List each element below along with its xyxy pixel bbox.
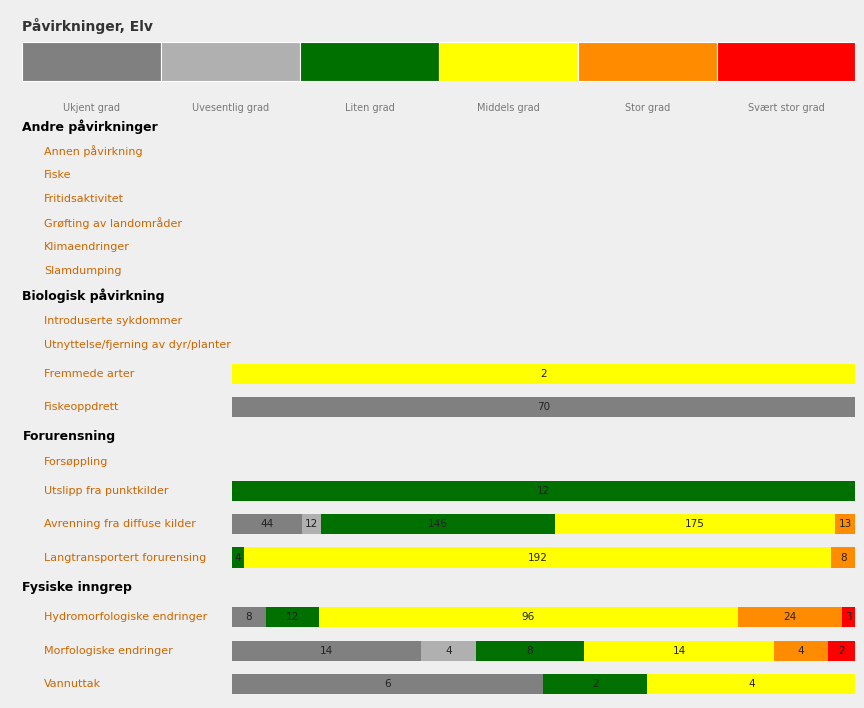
Text: 12: 12 [305, 519, 318, 529]
Bar [321, 514, 555, 535]
Text: 6: 6 [384, 679, 391, 689]
Text: Biologisk påvirkning: Biologisk påvirkning [22, 289, 165, 303]
Bar [476, 641, 584, 661]
Bar [831, 547, 855, 568]
Text: Avrenning fra diffuse kilder: Avrenning fra diffuse kilder [44, 519, 196, 529]
Bar [232, 363, 855, 384]
Text: Liten grad: Liten grad [345, 103, 394, 113]
Text: 70: 70 [537, 402, 550, 412]
Bar [835, 514, 855, 535]
Bar [647, 674, 855, 695]
Bar [232, 607, 266, 627]
Bar [266, 607, 319, 627]
Text: Fiskeoppdrett: Fiskeoppdrett [44, 402, 119, 412]
Bar [842, 607, 855, 627]
Bar [232, 481, 855, 501]
Text: Slamdumping: Slamdumping [44, 266, 122, 276]
Bar [578, 42, 716, 81]
Text: Hydromorfologiske endringer: Hydromorfologiske endringer [44, 612, 207, 622]
Bar [439, 42, 578, 81]
Bar [829, 641, 855, 661]
Bar [422, 641, 476, 661]
Bar [319, 607, 738, 627]
Text: 175: 175 [684, 519, 704, 529]
Text: 2: 2 [540, 369, 547, 379]
Text: Utslipp fra punktkilder: Utslipp fra punktkilder [44, 486, 168, 496]
Bar [738, 607, 842, 627]
Bar [302, 514, 321, 535]
Text: 14: 14 [672, 646, 686, 656]
Bar [232, 674, 543, 695]
Text: Forurensning: Forurensning [22, 430, 116, 443]
Text: Fritidsaktivitet: Fritidsaktivitet [44, 194, 124, 205]
Text: Andre påvirkninger: Andre påvirkninger [22, 119, 158, 134]
Bar [543, 674, 647, 695]
Bar [244, 547, 831, 568]
Text: 96: 96 [522, 612, 535, 622]
Bar [232, 397, 855, 417]
Text: Klimaendringer: Klimaendringer [44, 242, 130, 252]
Text: 192: 192 [527, 552, 547, 563]
Bar [716, 42, 855, 81]
Text: 8: 8 [245, 612, 252, 622]
Text: 8: 8 [840, 552, 847, 563]
Text: 24: 24 [784, 612, 797, 622]
Bar [774, 641, 829, 661]
Text: Ukjent grad: Ukjent grad [63, 103, 120, 113]
Text: 14: 14 [320, 646, 334, 656]
Text: 3: 3 [846, 612, 852, 622]
Text: Annen påvirkning: Annen påvirkning [44, 146, 143, 157]
Text: Grøfting av landområder: Grøfting av landområder [44, 217, 182, 229]
Bar [162, 42, 300, 81]
Text: Fiske: Fiske [44, 171, 72, 181]
Text: 12: 12 [537, 486, 550, 496]
Text: 4: 4 [445, 646, 452, 656]
Text: 13: 13 [838, 519, 852, 529]
Text: 4: 4 [797, 646, 804, 656]
Text: Svært stor grad: Svært stor grad [747, 103, 824, 113]
Text: 8: 8 [526, 646, 533, 656]
Bar [232, 547, 244, 568]
Text: Introduserte sykdommer: Introduserte sykdommer [44, 316, 182, 326]
Text: 4: 4 [234, 552, 241, 563]
Text: 2: 2 [592, 679, 599, 689]
Text: Morfologiske endringer: Morfologiske endringer [44, 646, 173, 656]
Text: Stor grad: Stor grad [625, 103, 670, 113]
Text: Utnyttelse/fjerning av dyr/planter: Utnyttelse/fjerning av dyr/planter [44, 340, 231, 350]
Text: Påvirkninger, Elv: Påvirkninger, Elv [22, 18, 153, 34]
Text: 2: 2 [838, 646, 845, 656]
Bar [555, 514, 835, 535]
Bar [22, 42, 162, 81]
Text: Forsøppling: Forsøppling [44, 457, 109, 467]
Bar [300, 42, 439, 81]
Text: 12: 12 [286, 612, 299, 622]
Text: Vannuttak: Vannuttak [44, 679, 101, 689]
Text: 146: 146 [428, 519, 448, 529]
Text: Fysiske inngrep: Fysiske inngrep [22, 581, 132, 594]
Bar [232, 641, 422, 661]
Bar [232, 514, 302, 535]
Text: Fremmede arter: Fremmede arter [44, 369, 135, 379]
Text: Langtransportert forurensing: Langtransportert forurensing [44, 552, 206, 563]
Text: 4: 4 [748, 679, 755, 689]
Text: Uvesentlig grad: Uvesentlig grad [192, 103, 270, 113]
Text: Middels grad: Middels grad [477, 103, 540, 113]
Text: 44: 44 [260, 519, 273, 529]
Bar [584, 641, 774, 661]
